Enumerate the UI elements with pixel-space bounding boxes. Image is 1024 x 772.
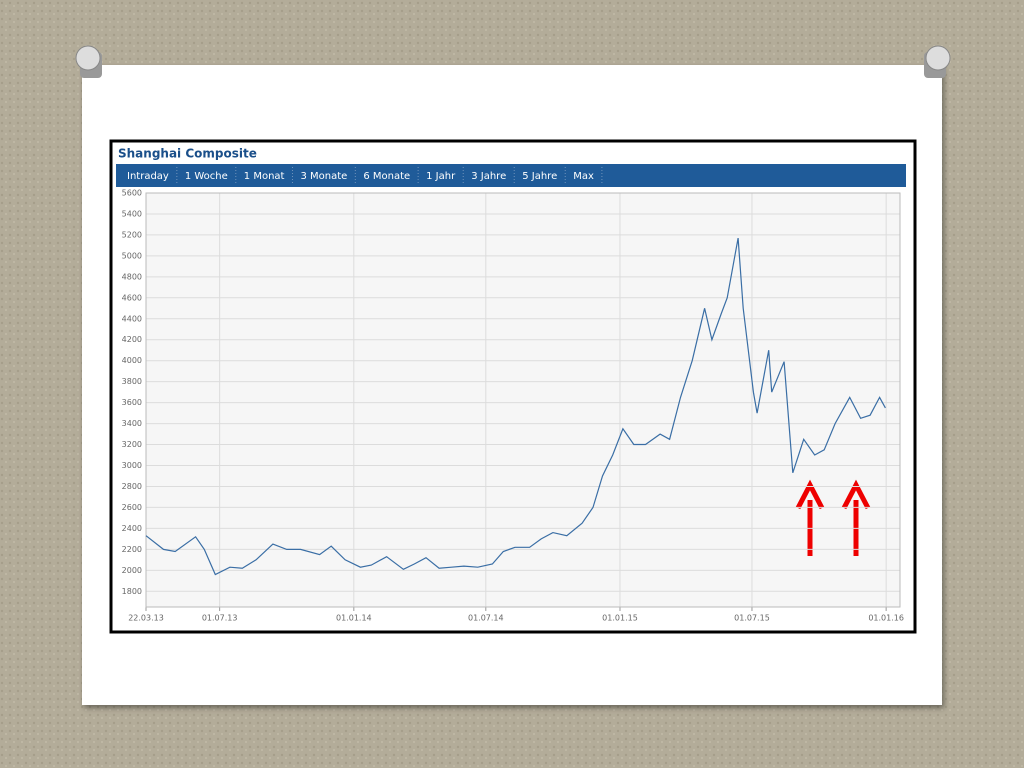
toolbar-button[interactable]: 3 Jahre [471,171,506,182]
toolbar-button[interactable]: 1 Woche [185,171,228,182]
y-tick-label: 4800 [122,272,142,281]
y-tick-label: 2600 [122,503,142,512]
plot-border [145,192,901,608]
y-tick-label: 3400 [122,419,142,428]
y-tick-label: 2200 [122,545,142,554]
y-tick-label: 3800 [122,377,142,386]
y-tick-label: 3000 [122,461,142,470]
toolbar-button[interactable]: Max [573,171,594,182]
y-tick-label: 4000 [122,356,142,365]
y-tick-label: 4200 [122,335,142,344]
plot-area [146,193,900,607]
toolbar-button[interactable]: Intraday [127,171,169,182]
x-tick-label: 01.01.15 [602,614,638,623]
pin [924,45,951,78]
x-tick-label: 01.07.14 [468,614,504,623]
x-tick-label: 22.03.13 [128,614,164,623]
x-tick-label: 01.07.15 [734,614,770,623]
x-tick-label: 01.01.14 [336,614,372,623]
y-tick-label: 5600 [122,189,142,198]
x-tick-label: 01.01.16 [868,614,904,623]
y-tick-label: 5000 [122,251,142,260]
toolbar-button[interactable]: 1 Monat [244,171,285,182]
y-tick-label: 4600 [122,293,142,302]
price-line [145,237,886,576]
toolbar [116,164,906,187]
y-tick-label: 2000 [122,566,142,575]
y-tick-label: 2800 [122,482,142,491]
y-tick-label: 5400 [122,209,142,218]
toolbar-button[interactable]: 3 Monate [300,171,347,182]
toolbar-button[interactable]: 6 Monate [363,171,410,182]
chart-title: Shanghai Composite [118,147,257,161]
y-tick-label: 4400 [122,314,142,323]
y-tick-label: 3200 [122,440,142,449]
y-tick-label: 1800 [122,587,142,596]
pin [75,45,102,78]
toolbar-button[interactable]: 1 Jahr [426,171,456,182]
y-tick-label: 3600 [122,398,142,407]
x-tick-label: 01.07.13 [202,614,238,623]
y-tick-label: 5200 [122,230,142,239]
y-tick-label: 2400 [122,524,142,533]
toolbar-button[interactable]: 5 Jahre [522,171,557,182]
